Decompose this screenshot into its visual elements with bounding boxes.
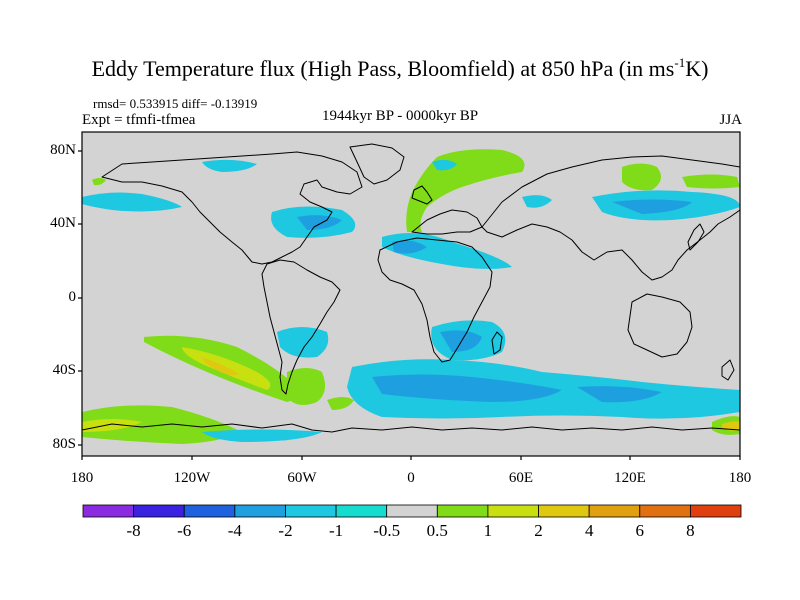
lat-label-40n: 40N — [50, 215, 76, 231]
colorbar-swatch — [285, 504, 337, 518]
colorbar-label: -0.5 — [373, 521, 401, 540]
colorbar-swatch — [538, 504, 590, 518]
colorbar-swatch — [436, 504, 489, 518]
colorbar-label: 0.5 — [426, 521, 448, 540]
lat-label-0: 0 — [68, 289, 77, 305]
colorbar-swatch — [183, 504, 236, 518]
lat-label-40s: 40S — [52, 362, 76, 378]
lon-label-60w: 60W — [287, 470, 317, 486]
colorbar-label: 4 — [584, 521, 594, 540]
lon-label-120e: 120E — [614, 470, 646, 486]
anomaly-map — [82, 132, 740, 456]
colorbar-label: -1 — [329, 521, 344, 540]
period-label: 1944kyr BP - 0000kyr BP — [321, 108, 479, 124]
season-label: JJA — [719, 112, 742, 128]
colorbar-swatch — [335, 504, 388, 518]
colorbar-swatch — [639, 504, 691, 518]
colorbar-label: 2 — [534, 521, 543, 540]
colorbar-label: 6 — [635, 521, 645, 540]
negative-anomaly-regions — [82, 159, 740, 442]
coastlines — [82, 143, 740, 433]
colorbar-label: 1 — [483, 521, 493, 540]
lat-label-80n: 80N — [50, 142, 76, 158]
colorbar-label: -6 — [177, 521, 192, 540]
colorbar-swatch — [588, 504, 641, 518]
colorbar-swatch — [234, 504, 286, 518]
lon-label-180w: 180 — [70, 470, 94, 486]
experiment-label: Expt = tfmfi-tfmea — [82, 112, 196, 128]
lon-label-0: 0 — [407, 470, 415, 486]
colorbar-label: -8 — [126, 521, 141, 540]
colorbar-label: 8 — [686, 521, 695, 540]
lon-label-180e: 180 — [728, 470, 752, 486]
colorbar-swatch — [689, 504, 742, 518]
colorbar-label: -4 — [227, 521, 242, 540]
lat-label-80s: 80S — [52, 436, 76, 452]
plot-title: Eddy Temperature flux (High Pass, Bloomf… — [91, 55, 709, 81]
colorbar-label: -2 — [278, 521, 293, 540]
lon-label-120w: 120W — [173, 470, 211, 486]
colorbar-swatch — [386, 504, 438, 518]
colorbar-swatch — [133, 504, 185, 518]
positive-anomaly-regions — [82, 149, 740, 444]
map-frame — [78, 131, 741, 460]
rmsd-diff-stats: rmsd= 0.533915 diff= -0.13919 — [93, 96, 258, 111]
colorbar-swatch — [487, 504, 539, 518]
colorbar-swatch — [82, 504, 135, 518]
colorbar — [82, 504, 742, 518]
lon-label-60e: 60E — [508, 470, 534, 486]
